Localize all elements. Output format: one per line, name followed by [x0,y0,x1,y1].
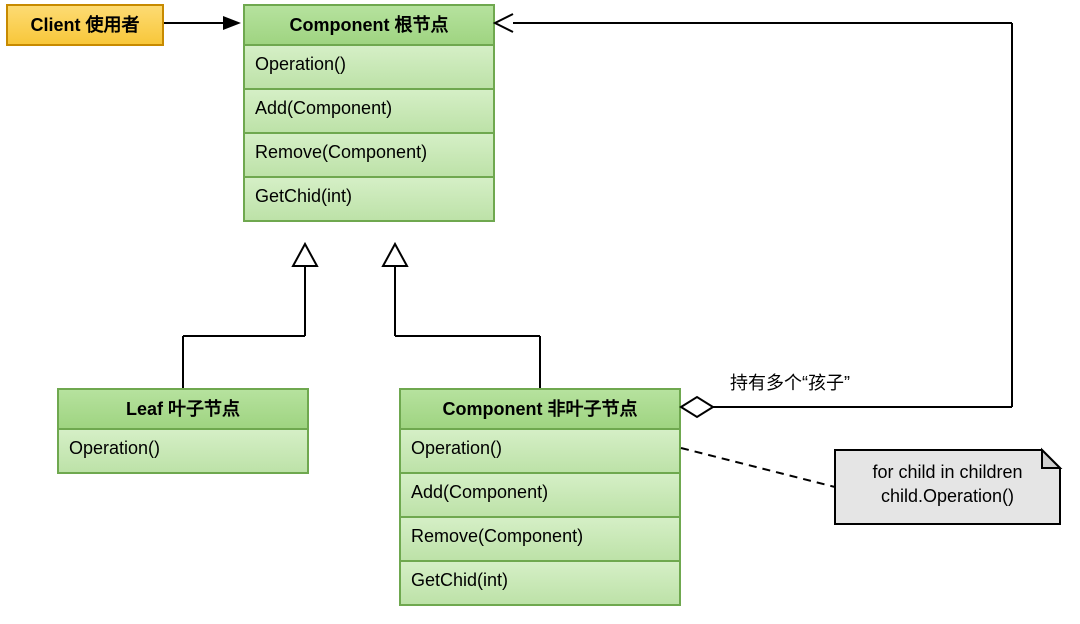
leaf-title-rest: 叶子节点 [163,399,240,419]
method-row: Operation() [245,44,493,88]
component-root-title-rest: 根节点 [389,15,448,35]
method-row: Operation() [59,428,307,472]
composite-title-rest: 非叶子节点 [542,399,637,419]
method-row: Add(Component) [401,472,679,516]
leaf-box: Leaf 叶子节点 Operation() [57,388,309,474]
composite-box: Component 非叶子节点 Operation()Add(Component… [399,388,681,606]
component-root-box: Component 根节点 Operation()Add(Component)R… [243,4,495,222]
component-root-title-bold: Component [290,15,390,35]
method-row: GetChid(int) [401,560,679,604]
leaf-rows: Operation() [59,428,307,472]
client-header: Client 使用者 [8,6,162,44]
method-row: Operation() [401,428,679,472]
note-box: for child in children child.Operation() [835,450,1060,524]
component-root-rows: Operation()Add(Component)Remove(Componen… [245,44,493,220]
method-row: GetChid(int) [245,176,493,220]
leaf-title-bold: Leaf [126,399,163,419]
client-box: Client 使用者 [6,4,164,46]
aggregation-label: 持有多个“孩子” [730,369,850,395]
component-root-header: Component 根节点 [245,6,493,44]
client-title-rest: 使用者 [81,15,140,35]
method-row: Remove(Component) [401,516,679,560]
composite-header: Component 非叶子节点 [401,390,679,428]
method-row: Remove(Component) [245,132,493,176]
note-line-1: for child in children [849,460,1046,484]
method-row: Add(Component) [245,88,493,132]
client-title-bold: Client [30,15,80,35]
leaf-header: Leaf 叶子节点 [59,390,307,428]
composite-rows: Operation()Add(Component)Remove(Componen… [401,428,679,604]
note-line-2: child.Operation() [849,484,1046,508]
composite-title-bold: Component [443,399,543,419]
